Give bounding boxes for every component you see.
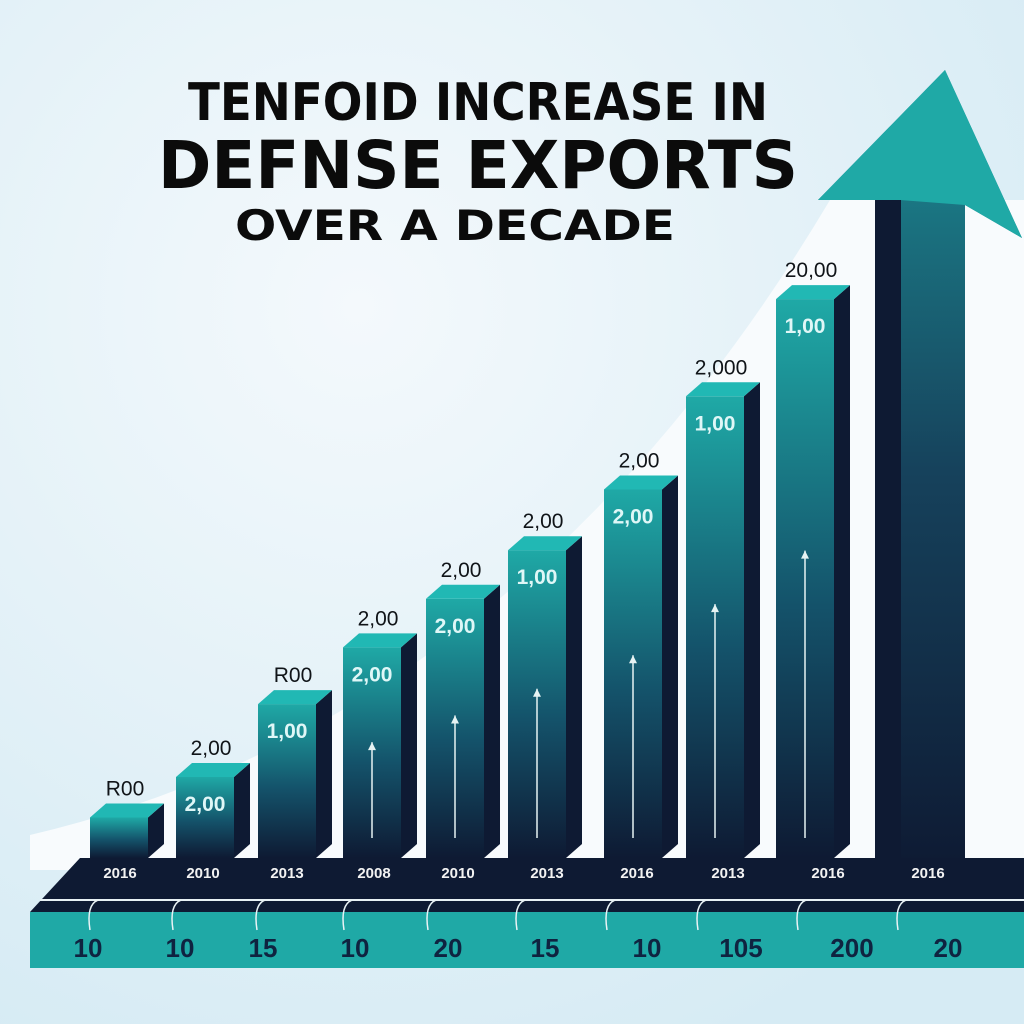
tick-leader [342,899,353,931]
x-tick-label: 2013 [270,865,303,882]
bottom-tick-label: 15 [531,933,560,963]
trend-arrow-shaft-edge [875,200,901,870]
bottom-tick-label: 105 [719,933,762,963]
bottom-tick-label: 10 [633,933,662,963]
bar-side [834,285,850,859]
x-tick-label: 2013 [711,865,744,882]
bar-value-label: 2,00 [191,737,232,760]
bar-side [148,803,164,858]
bar-inner-arrowhead [711,604,719,613]
bar-inner-label: 1,00 [695,412,736,435]
bar-value-label: R00 [106,778,145,801]
bar-top [343,633,417,648]
bar-value-label: 20,00 [785,259,838,282]
bar-inner-label: 2,00 [613,505,654,528]
bar-top [90,803,164,818]
tick-leader [88,899,99,931]
bar-value-label: 2,000 [695,356,748,379]
bottom-ticks-group: 10 10 15 10 20 15 10 105 200 20 [74,933,963,963]
x-tick-label: 2016 [103,865,136,882]
bottom-tick-label: 20 [934,933,963,963]
bar-8: 2,000 1,00 [686,356,760,858]
bottom-tick-label: 15 [249,933,278,963]
bar-side [401,633,417,858]
bar-5: 2,00 2,00 [426,559,500,858]
growth-curve-highlight [30,200,1024,870]
x-tick-label: 2008 [357,865,390,882]
x-tick-label: 2016 [911,865,944,882]
tick-leader [696,899,707,931]
x-tick-label: 2016 [620,865,653,882]
bar-inner-label: 2,00 [435,615,476,638]
bar-value-label: 2,00 [358,607,399,630]
bar-side [234,763,250,858]
bar-top [176,763,250,777]
tick-leader [796,899,807,931]
bar-top [258,690,332,705]
bar-inner-label: 1,00 [517,566,558,589]
bar-9: 20,00 1,00 [776,259,850,859]
bar-top [426,584,500,599]
bar-inner-arrowhead [368,742,376,751]
bar-6: 2,00 1,00 [508,510,582,858]
bar-inner-arrowhead [451,715,459,724]
platform-top [30,858,1024,912]
bottom-tick-label: 200 [830,933,873,963]
bar-side [566,536,582,858]
bar-front [258,704,316,858]
bars-group: R00 2,00 2,00 R00 1,00 2,00 2,00 2,00 2,00 2,00 1,… [90,259,850,859]
tick-leader [426,899,437,931]
bar-side [484,584,500,858]
bar-value-label: R00 [274,664,313,687]
tick-leader [896,899,907,931]
bottom-tick-label: 10 [341,933,370,963]
title-line-2: DEFNSE EXPORTS [158,127,798,204]
bar-inner-arrowhead [533,688,541,697]
bar-side [662,475,678,858]
bar-inner-label: 1,00 [267,720,308,743]
bar-side [744,382,760,858]
baseline-band [30,912,1024,968]
bar-4: 2,00 2,00 [343,607,417,858]
bottom-tick-label: 20 [434,933,463,963]
bar-top [508,536,582,551]
bar-inner-arrowhead [629,655,637,664]
bar-inner-label: 2,00 [185,793,226,816]
chart-title: TENFOID INCREASE IN DEFNSE EXPORTS OVER … [158,73,798,250]
bar-inner-label: 1,00 [785,315,826,338]
year-ticks-group: 2016 2010 2013 2008 2010 2013 2016 2013 2016 2016 [88,865,945,931]
bar-front [176,777,234,858]
x-tick-label: 2013 [530,865,563,882]
bar-top [604,475,678,490]
title-line-1: TENFOID INCREASE IN [188,73,768,133]
bar-inner-arrowhead [801,550,809,559]
bottom-tick-label: 10 [74,933,103,963]
bar-inner-label: 2,00 [352,663,393,686]
bar-3: R00 1,00 [258,664,332,858]
x-tick-label: 2010 [186,865,219,882]
tick-leader [255,899,266,931]
tick-leader [171,899,182,931]
bar-2: 2,00 2,00 [176,737,250,858]
trend-arrow-head [818,70,1022,238]
bar-front [90,817,148,858]
bar-top [776,285,850,300]
x-tick-label: 2010 [441,865,474,882]
bar-value-label: 2,00 [619,449,660,472]
bar-top [686,382,760,397]
trend-arrow-shape [818,70,1022,870]
trend-arrow [818,70,1022,870]
x-tick-label: 2016 [811,865,844,882]
title-line-3: OVER A DECADE [235,201,675,250]
tick-leader [515,899,526,931]
bar-7: 2,00 2,00 [604,449,678,858]
bar-side [316,690,332,858]
bar-1: R00 [90,778,164,858]
bar-value-label: 2,00 [523,510,564,533]
tick-leader [605,899,616,931]
bottom-tick-label: 10 [166,933,195,963]
bar-value-label: 2,00 [441,559,482,582]
